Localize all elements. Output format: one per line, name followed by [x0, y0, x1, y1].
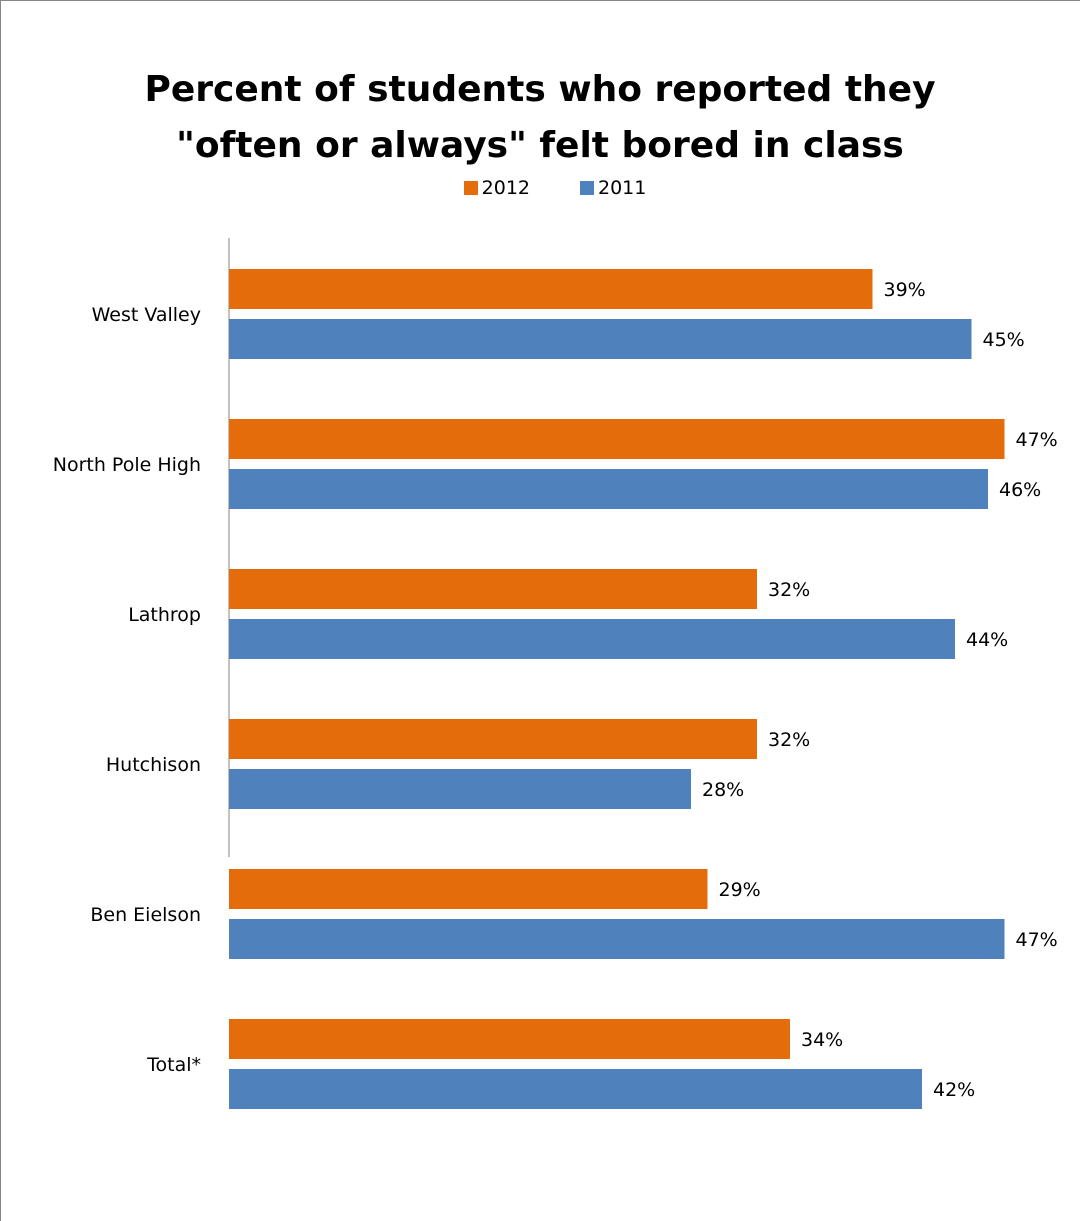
data-label-north-pole-high-2011: 46% — [999, 479, 1041, 501]
bar-ben-eielson-2012 — [229, 869, 708, 909]
bar-total-2012 — [229, 1019, 790, 1059]
bar-ben-eielson-2011 — [229, 919, 1005, 959]
bar-hutchison-2011 — [229, 769, 691, 809]
bar-lathrop-2011 — [229, 619, 955, 659]
data-label-total-2012: 34% — [801, 1029, 843, 1051]
chart-title-line-1: Percent of students who reported they — [144, 69, 936, 110]
data-label-west-valley-2011: 45% — [983, 329, 1025, 351]
legend-swatch-2011 — [580, 181, 594, 195]
data-label-west-valley-2012: 39% — [884, 279, 926, 301]
bar-west-valley-2011 — [229, 319, 972, 359]
category-label-ben-eielson: Ben Eielson — [90, 904, 201, 926]
bar-north-pole-high-2012 — [229, 419, 1005, 459]
chart-title-line-2: "often or always" felt bored in class — [176, 125, 904, 166]
category-label-north-pole-high: North Pole High — [53, 454, 201, 476]
chart-legend: 2012 2011 — [0, 176, 1080, 200]
data-label-north-pole-high-2012: 47% — [1016, 429, 1058, 451]
legend-label-2011: 2011 — [598, 177, 647, 199]
category-label-lathrop: Lathrop — [128, 604, 201, 626]
data-label-hutchison-2012: 32% — [768, 729, 810, 751]
category-label-hutchison: Hutchison — [106, 754, 201, 776]
category-label-west-valley: West Valley — [92, 304, 201, 326]
legend-swatch-2012 — [463, 181, 478, 195]
category-label-total: Total* — [146, 1054, 201, 1076]
data-label-ben-eielson-2012: 29% — [719, 879, 761, 901]
legend-item-2012: 2012 — [463, 177, 530, 199]
bar-north-pole-high-2011 — [229, 469, 988, 509]
data-label-ben-eielson-2011: 47% — [1016, 929, 1058, 951]
data-label-lathrop-2012: 32% — [768, 579, 810, 601]
bar-total-2011 — [229, 1069, 922, 1109]
chart-title: Percent of students who reported they "o… — [0, 62, 1080, 174]
legend-item-2011: 2011 — [580, 177, 646, 199]
legend-label-2012: 2012 — [481, 177, 530, 199]
bar-hutchison-2012 — [229, 719, 757, 759]
bar-west-valley-2012 — [229, 269, 873, 309]
data-label-total-2011: 42% — [933, 1079, 975, 1101]
bar-lathrop-2012 — [229, 569, 757, 609]
data-label-lathrop-2011: 44% — [966, 629, 1008, 651]
data-label-hutchison-2011: 28% — [702, 779, 744, 801]
